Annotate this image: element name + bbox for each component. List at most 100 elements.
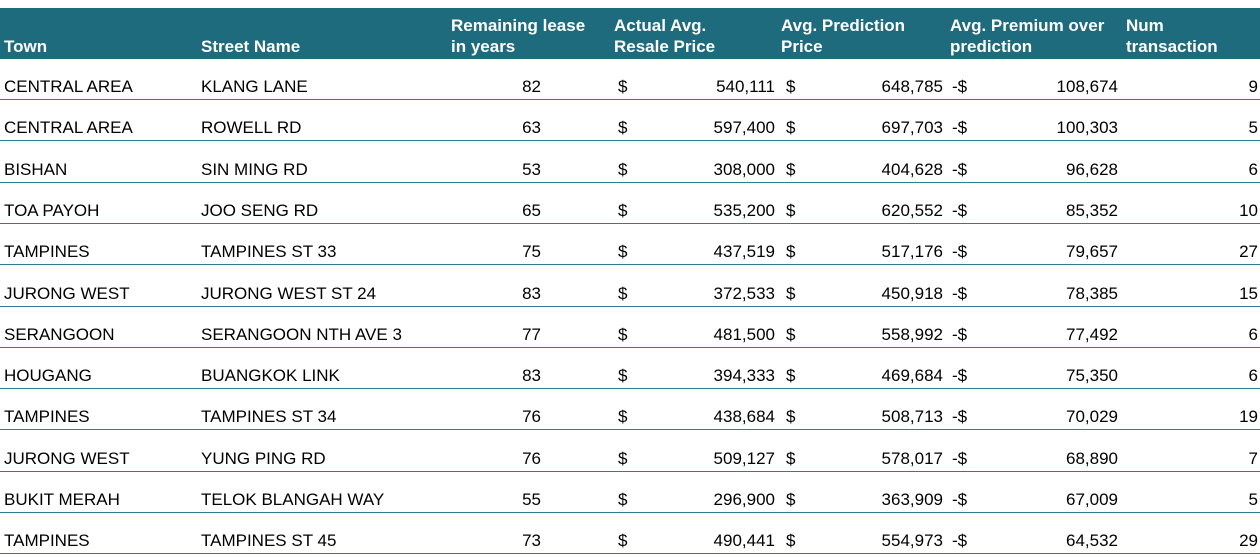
cell-actual-price: 372,533	[713, 283, 775, 303]
table-row[interactable]: BISHAN SIN MING RD 53 $308,000 $404,628 -$ 96,…	[0, 142, 1260, 183]
cell-premium-value: 67,009	[1066, 490, 1118, 509]
cell-town: JURONG WEST	[4, 283, 130, 303]
cell-prediction-price: 697,703	[881, 118, 943, 138]
table-row[interactable]: TAMPINES TAMPINES ST 34 76 $438,684 $508,713…	[0, 389, 1260, 431]
cell-prediction-price: 508,713	[881, 407, 943, 427]
cell-prediction-currency: $	[786, 448, 796, 468]
table-row[interactable]: SERANGOON SERANGOON NTH AVE 3 77 $481,500 $5…	[0, 307, 1260, 348]
header-avg-premium[interactable]: Avg. Premium over prediction	[950, 16, 1105, 56]
cell-num-transaction: 5	[1248, 490, 1258, 509]
cell-num-transaction: 10	[1239, 200, 1258, 220]
header-avg-prediction-price[interactable]: Avg. Prediction Price	[781, 16, 906, 56]
cell-prediction-currency: $	[786, 77, 796, 96]
cell-prediction-price: 404,628	[881, 159, 943, 179]
cell-num-transaction: 7	[1248, 448, 1258, 468]
table-row[interactable]: TAMPINES TAMPINES ST 45 73 $490,441 $554,973…	[0, 513, 1260, 555]
header-remaining-lease[interactable]: Remaining lease in years	[451, 16, 586, 56]
cell-actual-price: 438,684	[713, 407, 775, 427]
cell-prediction-price: 450,918	[881, 283, 943, 303]
cell-actual-price: 535,200	[713, 200, 775, 220]
cell-actual-currency: $	[618, 407, 628, 427]
cell-premium-currency: -$	[952, 407, 968, 427]
cell-town: TOA PAYOH	[4, 200, 100, 220]
cell-street-name: SERANGOON NTH AVE 3	[201, 324, 402, 344]
cell-actual-currency: $	[618, 242, 628, 262]
cell-num-transaction: 6	[1248, 159, 1258, 179]
cell-premium-currency: -$	[952, 200, 968, 220]
cell-remaining-lease: 83	[522, 283, 541, 303]
cell-actual-currency: $	[618, 159, 628, 179]
cell-actual-price: 394,333	[713, 366, 775, 386]
cell-premium-value: 70,029	[1066, 407, 1118, 427]
table-row[interactable]: BUKIT MERAH TELOK BLANGAH WAY 55 $296,900 $3…	[0, 472, 1260, 513]
cell-premium-currency: -$	[952, 283, 968, 303]
cell-remaining-lease: 82	[522, 77, 541, 96]
cell-town: JURONG WEST	[4, 448, 130, 468]
cell-prediction-currency: $	[786, 407, 796, 427]
cell-street-name: TAMPINES ST 34	[201, 407, 337, 427]
cell-remaining-lease: 65	[522, 200, 541, 220]
cell-premium-currency: -$	[952, 242, 968, 262]
cell-town: HOUGANG	[4, 366, 92, 386]
cell-premium-value: 77,492	[1066, 324, 1118, 344]
cell-premium-value: 108,674	[1056, 77, 1118, 96]
table-header: Town Street Name Remaining lease in year…	[0, 8, 1260, 59]
cell-premium-value: 78,385	[1066, 283, 1118, 303]
cell-prediction-currency: $	[786, 490, 796, 509]
table-row[interactable]: CENTRAL AREA KLANG LANE 82 $540,111 $648,785…	[0, 59, 1260, 100]
cell-remaining-lease: 83	[522, 366, 541, 386]
table-row[interactable]: JURONG WEST JURONG WEST ST 24 83 $372,533 $4…	[0, 266, 1260, 307]
table-row[interactable]: HOUGANG BUANGKOK LINK 83 $394,333 $469,684 -$…	[0, 348, 1260, 390]
cell-town: TAMPINES	[4, 407, 90, 427]
cell-street-name: BUANGKOK LINK	[201, 366, 340, 386]
cell-actual-currency: $	[618, 448, 628, 468]
cell-actual-price: 490,441	[713, 531, 775, 551]
cell-remaining-lease: 55	[522, 490, 541, 509]
cell-actual-price: 597,400	[713, 118, 775, 138]
cell-town: BUKIT MERAH	[4, 490, 120, 509]
header-town[interactable]: Town	[4, 37, 48, 56]
cell-actual-currency: $	[618, 118, 628, 138]
cell-actual-currency: $	[618, 283, 628, 303]
cell-remaining-lease: 75	[522, 242, 541, 262]
cell-premium-currency: -$	[952, 324, 968, 344]
cell-actual-currency: $	[618, 490, 628, 509]
cell-town: CENTRAL AREA	[4, 77, 133, 96]
cell-num-transaction: 27	[1239, 242, 1258, 262]
cell-premium-currency: -$	[952, 531, 968, 551]
cell-premium-value: 79,657	[1066, 242, 1118, 262]
table-row[interactable]: TAMPINES TAMPINES ST 33 75 $437,519 $517,176…	[0, 224, 1260, 266]
cell-street-name: TAMPINES ST 33	[201, 242, 337, 262]
cell-premium-currency: -$	[952, 490, 968, 509]
cell-town: TAMPINES	[4, 531, 90, 551]
cell-prediction-currency: $	[786, 159, 796, 179]
cell-street-name: TAMPINES ST 45	[201, 531, 337, 551]
cell-num-transaction: 6	[1248, 366, 1258, 386]
cell-actual-price: 509,127	[713, 448, 775, 468]
cell-prediction-price: 648,785	[881, 77, 943, 96]
cell-actual-currency: $	[618, 200, 628, 220]
header-street-name[interactable]: Street Name	[201, 37, 301, 56]
cell-premium-value: 100,303	[1056, 118, 1118, 138]
cell-actual-currency: $	[618, 366, 628, 386]
cell-street-name: JOO SENG RD	[201, 200, 319, 220]
cell-remaining-lease: 73	[522, 531, 541, 551]
cell-prediction-price: 517,176	[881, 242, 943, 262]
cell-premium-currency: -$	[952, 448, 968, 468]
table-row[interactable]: CENTRAL AREA ROWELL RD 63 $597,400 $697,703-…	[0, 100, 1260, 142]
cell-town: TAMPINES	[4, 242, 90, 262]
cell-remaining-lease: 76	[522, 448, 541, 468]
header-num-transaction[interactable]: Num transaction	[1126, 16, 1218, 56]
cell-premium-currency: -$	[952, 77, 968, 96]
cell-town: BISHAN	[4, 159, 68, 179]
cell-actual-price: 481,500	[713, 324, 775, 344]
cell-prediction-price: 554,973	[881, 531, 943, 551]
cell-premium-value: 96,628	[1066, 159, 1118, 179]
cell-actual-price: 540,111	[716, 77, 775, 96]
table-row[interactable]: JURONG WEST YUNG PING RD 76 $509,127 $578,01…	[0, 431, 1260, 472]
cell-prediction-currency: $	[786, 118, 796, 138]
table-row[interactable]: TOA PAYOH JOO SENG RD 65 $535,200 $620,552 -$…	[0, 183, 1260, 224]
cell-remaining-lease: 53	[522, 159, 541, 179]
header-actual-avg-resale-price[interactable]: Actual Avg. Resale Price	[614, 16, 716, 56]
